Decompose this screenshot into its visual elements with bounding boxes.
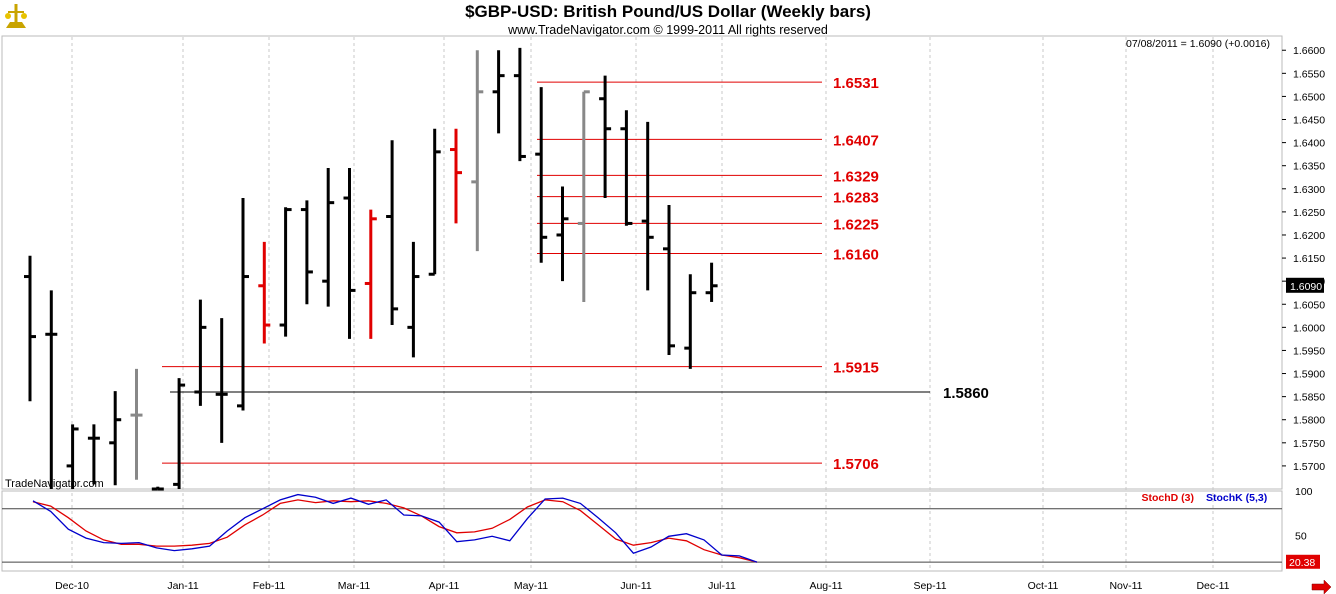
ohlc-bar: [535, 87, 548, 263]
copyright-text: www.TradeNavigator.com © 1999-2011 All r…: [507, 23, 828, 37]
x-tick-label: May-11: [514, 580, 548, 592]
stochastic-panel: 100 50 20.38: [2, 486, 1320, 569]
level-label: 1.6531: [833, 75, 879, 92]
level-label: 1.6329: [833, 168, 879, 185]
ohlc-bar: [641, 121, 654, 291]
grid: [71, 37, 1214, 571]
x-tick-label: Nov-11: [1109, 580, 1142, 592]
price-levels: 1.6531 1.6407 1.6329 1.6283 1.6225 1.6160 1.59…: [162, 75, 989, 473]
y-tick-label: 1.5950: [1293, 345, 1325, 357]
y-tick-label: 1.5750: [1293, 438, 1325, 450]
y-tick-label: 1.6150: [1293, 253, 1325, 265]
x-tick-label: Oct-11: [1028, 580, 1059, 592]
ohlc-bar: [450, 128, 462, 224]
last-quote-text: 07/08/2011 = 1.6090 (+0.0016): [1126, 38, 1270, 50]
ohlc-bar: [322, 168, 335, 307]
ohlc-bar: [577, 90, 590, 302]
level-label: 1.6407: [833, 132, 879, 149]
x-tick-label: Aug-11: [809, 580, 842, 592]
y-tick-label: 1.6550: [1293, 68, 1325, 80]
price-panel-frame: [1, 35, 1283, 490]
x-tick-label: Sep-11: [913, 580, 946, 592]
ohlc-bar: [279, 207, 292, 337]
ohlc-bar: [24, 255, 36, 402]
x-tick-label: Jul-11: [708, 580, 736, 592]
level-label: 1.5860: [943, 385, 989, 402]
scroll-right-icon[interactable]: [1311, 579, 1332, 594]
ohlc-bar: [386, 140, 399, 326]
price-y-axis: 1.6600 1.6550 1.6500 1.6450 1.6400 1.6350 1.63…: [1282, 45, 1325, 473]
chart-title: $GBP-USD: British Pound/US Dollar (Weekl…: [465, 2, 871, 21]
y-tick-label: 1.6300: [1293, 184, 1325, 196]
ohlc-bar: [87, 424, 100, 485]
ohlc-bar: [237, 198, 249, 411]
app-logo: [5, 4, 27, 28]
stoch-last-label: 20.38: [1289, 557, 1315, 569]
ohlc-bar: [663, 204, 675, 356]
ohlc-bar: [194, 299, 207, 406]
ohlc-bar: [599, 75, 612, 199]
x-tick-label: Dec-11: [1196, 580, 1229, 592]
ohlc-bar: [705, 262, 718, 302]
x-tick-label: Apr-11: [429, 580, 460, 592]
ohlc-bar: [684, 274, 697, 369]
ohlc-bar: [471, 50, 484, 252]
y-tick-label: 1.6250: [1293, 207, 1325, 219]
level-label: 1.5706: [833, 456, 879, 473]
stoch-y-tick-label: 50: [1295, 530, 1307, 542]
ohlc-bar: [428, 128, 441, 276]
x-tick-label: Mar-11: [338, 580, 371, 592]
last-price-box: [1286, 277, 1324, 293]
level-label: 1.5915: [833, 360, 879, 377]
stoch-k-line: [32, 493, 758, 563]
y-tick-label: 1.5700: [1293, 461, 1325, 473]
legend-stoch-d: StochD (3): [1142, 492, 1195, 504]
ohlc-bar: [130, 368, 143, 480]
y-tick-label: 1.6600: [1293, 45, 1325, 57]
last-price-label: 1.6090: [1290, 281, 1322, 293]
legend-stoch-k: StochK (5,3): [1206, 492, 1267, 504]
x-tick-label: Feb-11: [253, 580, 286, 592]
level-label: 1.6160: [833, 246, 879, 263]
x-tick-label: Dec-10: [55, 580, 89, 592]
level-label: 1.6225: [833, 216, 879, 233]
ohlc-bar: [513, 47, 526, 162]
ohlc-bar: [492, 50, 505, 134]
y-tick-label: 1.5900: [1293, 369, 1325, 381]
stoch-last-box: [1286, 554, 1320, 569]
ohlc-bar: [343, 168, 356, 339]
y-tick-label: 1.6350: [1293, 161, 1325, 173]
x-axis: Dec-10 Jan-11 Feb-11 Mar-11 Apr-11 May-11 Jun-…: [55, 580, 1230, 592]
y-tick-label: 1.6200: [1293, 230, 1325, 242]
watermark-text: TradeNavigator.com: [5, 478, 104, 490]
ohlc-bar: [258, 241, 271, 344]
y-tick-label: 1.5850: [1293, 392, 1325, 404]
ohlc-bar: [215, 318, 228, 443]
ohlc-bar: [620, 110, 633, 226]
y-tick-label: 1.6000: [1293, 322, 1325, 334]
y-tick-label: 1.5800: [1293, 415, 1325, 427]
ohlc-bar: [556, 186, 569, 282]
ohlc-bar: [66, 424, 79, 489]
y-tick-label: 1.6400: [1293, 138, 1325, 150]
ohlc-bar: [45, 290, 58, 489]
y-tick-label: 1.6050: [1293, 299, 1325, 311]
stoch-d-line: [32, 499, 758, 563]
y-tick-label: 1.6450: [1293, 115, 1325, 127]
stoch-panel-frame: [1, 490, 1283, 572]
ohlc-bar: [109, 391, 122, 486]
y-tick-label: 1.6500: [1293, 91, 1325, 103]
ohlc-bar: [407, 241, 420, 358]
stoch-y-tick-label: 100: [1295, 486, 1313, 498]
level-label: 1.6283: [833, 190, 879, 207]
ohlc-bar: [364, 209, 377, 339]
ohlc-bar: [300, 200, 313, 305]
x-tick-label: Jan-11: [167, 580, 198, 592]
price-bars: [24, 47, 718, 491]
x-tick-label: Jun-11: [620, 580, 651, 592]
ohlc-bar: [151, 486, 164, 491]
ohlc-bar: [173, 378, 186, 489]
